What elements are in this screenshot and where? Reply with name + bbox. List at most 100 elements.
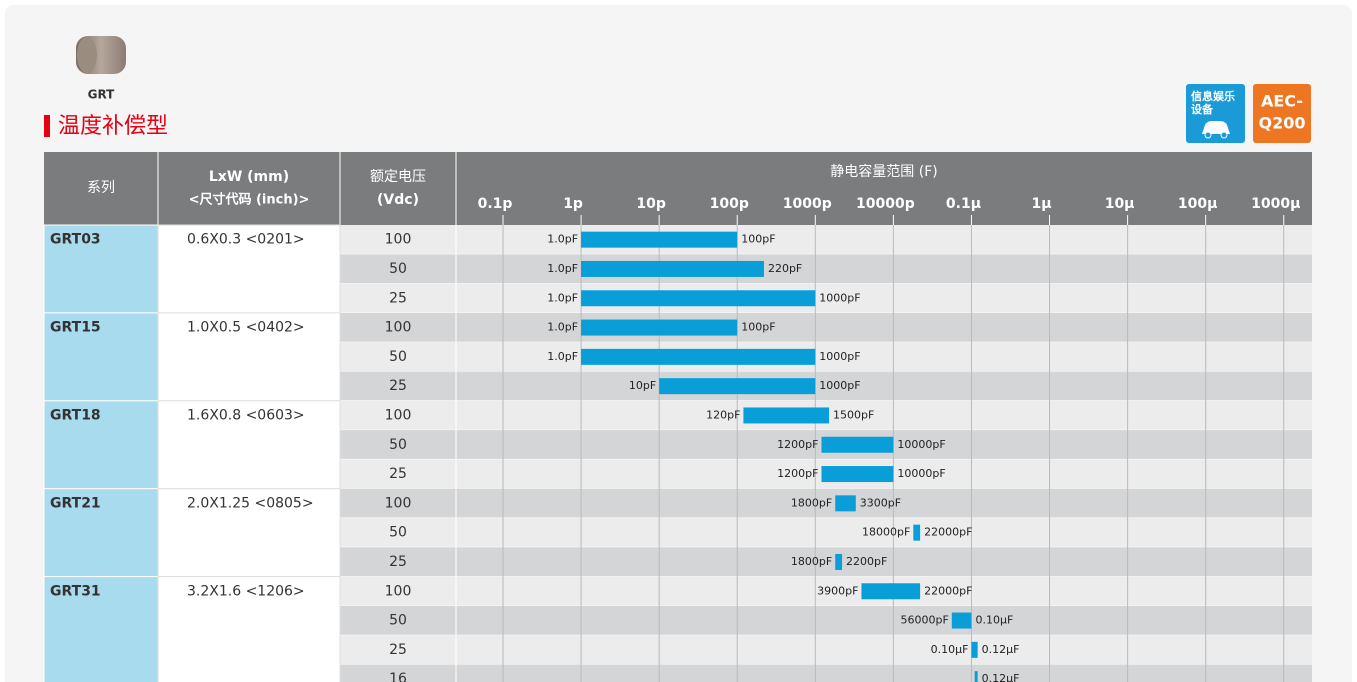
- value-label: 1200pF: [777, 467, 818, 480]
- table-header: 系列 LxW (mm) <尺寸代码 (inch)> 额定电压 (Vdc) 静电容…: [44, 152, 1312, 225]
- size: 0.6X0.3 <0201>: [187, 232, 305, 248]
- row-bg: [340, 313, 1312, 342]
- range-bar: [581, 232, 737, 248]
- row-bg: [340, 665, 1312, 682]
- x-tick-label: 100p: [710, 196, 749, 212]
- voltage: 50: [389, 349, 407, 365]
- range-bar: [581, 349, 815, 365]
- badge-text: 信息娱乐: [1191, 89, 1235, 103]
- row-bg: [340, 635, 1312, 664]
- voltage: 50: [389, 261, 407, 277]
- value-label: 0.12μF: [982, 672, 1020, 682]
- row-bg: [340, 254, 1312, 283]
- x-tick-label: 10000p: [856, 196, 915, 212]
- value-label: 3300pF: [860, 496, 901, 509]
- size: 1.6X0.8 <0603>: [187, 407, 305, 423]
- value-label: 22000pF: [924, 584, 972, 597]
- value-label: 1.0pF: [547, 321, 578, 334]
- voltage: 25: [389, 466, 407, 482]
- header-size: <尺寸代码 (inch)>: [189, 192, 310, 208]
- range-bar: [581, 320, 737, 336]
- table-body: GRT03 0.6X0.3 <0201> GRT15 1.0X0.5 <0402> GR…: [44, 196, 1312, 682]
- x-tick-label: 10p: [636, 196, 666, 212]
- size: 2.0X1.25 <0805>: [187, 495, 314, 511]
- page: GRT 温度补偿型 信息娱乐 设备 AEC- Q200 系列 LxW (mm) …: [0, 0, 1357, 682]
- value-label: 1.0pF: [547, 350, 578, 363]
- badge-aec: AEC- Q200: [1253, 84, 1311, 143]
- voltage: 100: [385, 320, 412, 336]
- range-bar: [581, 290, 815, 306]
- range-bar: [835, 495, 856, 511]
- badge-text: AEC-: [1261, 92, 1303, 111]
- value-label: 10000pF: [897, 438, 945, 451]
- header-range: 静电容量范围 (F): [830, 163, 937, 180]
- voltage: 25: [389, 290, 407, 306]
- voltage: 100: [385, 495, 412, 511]
- value-label: 2200pF: [846, 555, 887, 568]
- range-bar: [659, 378, 815, 394]
- range-bar: [821, 437, 893, 453]
- range-bar: [952, 613, 972, 629]
- range-bar: [743, 407, 829, 423]
- voltage: 50: [389, 437, 407, 453]
- category-title: 温度补偿型: [58, 114, 168, 139]
- value-label: 1000pF: [819, 291, 860, 304]
- range-bar: [971, 642, 977, 658]
- value-label: 100pF: [741, 321, 775, 334]
- value-label: 1200pF: [777, 438, 818, 451]
- voltage: 25: [389, 642, 407, 658]
- x-tick-label: 100μ: [1178, 196, 1218, 212]
- value-label: 0.10μF: [931, 643, 969, 656]
- value-label: 1500pF: [833, 408, 874, 421]
- value-label: 1.0pF: [547, 291, 578, 304]
- row-bg: [340, 225, 1312, 254]
- value-label: 1800pF: [791, 496, 832, 509]
- value-label: 120pF: [706, 408, 740, 421]
- range-bar: [835, 554, 842, 570]
- badge-infotainment: 信息娱乐 设备: [1186, 84, 1245, 143]
- value-label: 1000pF: [819, 379, 860, 392]
- range-bar: [861, 583, 920, 599]
- row-bg: [340, 518, 1312, 547]
- voltage: 100: [385, 407, 412, 423]
- range-bar: [821, 466, 893, 482]
- x-tick-label: 1000μ: [1251, 196, 1300, 212]
- series-name: GRT21: [50, 495, 101, 511]
- x-tick-label: 1000p: [783, 196, 832, 212]
- voltage: 100: [385, 232, 412, 248]
- voltage: 50: [389, 525, 407, 541]
- value-label: 56000pF: [900, 614, 948, 627]
- value-label: 3900pF: [817, 584, 858, 597]
- value-label: 1.0pF: [547, 262, 578, 275]
- voltage: 100: [385, 583, 412, 599]
- series-name: GRT15: [50, 320, 101, 336]
- value-label: 0.10μF: [975, 614, 1013, 627]
- value-label: 10000pF: [897, 467, 945, 480]
- product-code: GRT: [88, 88, 116, 102]
- x-tick-label: 1p: [563, 196, 583, 212]
- x-tick-label: 0.1p: [478, 196, 513, 212]
- screen: GRT 温度补偿型 信息娱乐 设备 AEC- Q200 系列 LxW (mm) …: [0, 0, 1357, 682]
- value-label: 1800pF: [791, 555, 832, 568]
- header-voltage: (Vdc): [377, 192, 419, 208]
- voltage: 16: [389, 671, 407, 682]
- size: 3.2X1.6 <1206>: [187, 583, 305, 599]
- badge-text: 设备: [1191, 102, 1214, 116]
- range-bar: [975, 671, 978, 682]
- series-name: GRT18: [50, 407, 101, 423]
- x-tick-label: 0.1μ: [946, 196, 981, 212]
- header-series: 系列: [87, 180, 115, 196]
- value-label: 220pF: [768, 262, 802, 275]
- header-size: LxW (mm): [209, 169, 289, 185]
- value-label: 18000pF: [862, 526, 910, 539]
- range-bar: [581, 261, 764, 277]
- category-marker: [44, 115, 50, 137]
- series-name: GRT03: [50, 232, 101, 248]
- x-tick-label: 1μ: [1032, 196, 1052, 212]
- value-label: 10pF: [629, 379, 656, 392]
- badge-text: Q200: [1259, 114, 1306, 133]
- size: 1.0X0.5 <0402>: [187, 320, 305, 336]
- value-label: 22000pF: [924, 526, 972, 539]
- x-tick-label: 10μ: [1105, 196, 1135, 212]
- header-voltage: 额定电压: [370, 169, 426, 185]
